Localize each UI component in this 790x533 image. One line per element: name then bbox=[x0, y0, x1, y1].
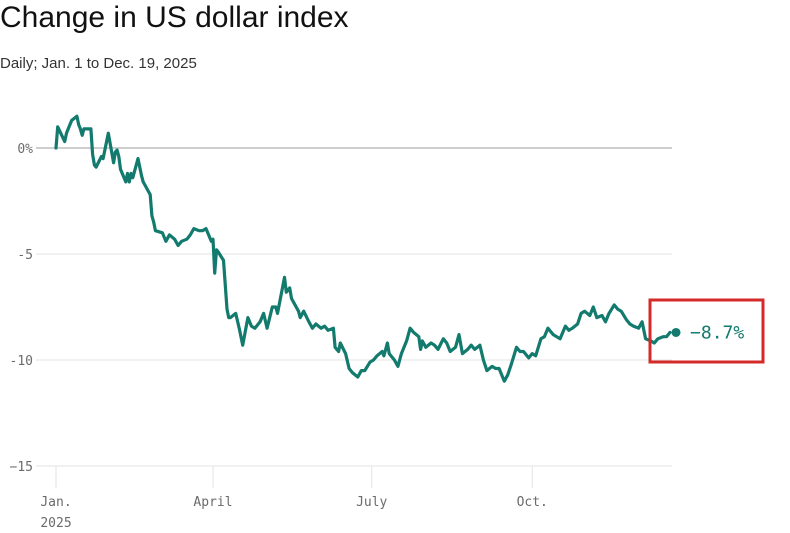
x-tick-label: Oct. bbox=[517, 495, 548, 510]
series-line-dollar-index bbox=[54, 114, 672, 383]
end-point-marker bbox=[671, 327, 681, 337]
chart-title: Change in US dollar index bbox=[0, 1, 349, 34]
y-tick-label: -10 bbox=[10, 354, 33, 369]
x-tick-label: Jan. bbox=[40, 495, 71, 510]
y-tick-label: −15 bbox=[10, 460, 33, 475]
y-tick-label: -5 bbox=[17, 248, 33, 263]
x-axis-ticks: Jan. 2025 April July Oct. bbox=[40, 466, 548, 531]
x-tick-sublabel: 2025 bbox=[40, 516, 71, 531]
chart-subtitle: Daily; Jan. 1 to Dec. 19, 2025 bbox=[0, 55, 197, 72]
y-axis-ticks: 0% -5 -10 −15 bbox=[10, 142, 34, 475]
end-value-highlight-box bbox=[648, 298, 765, 364]
x-tick-label: April bbox=[193, 495, 232, 510]
y-tick-label: 0% bbox=[17, 142, 33, 157]
end-value-label: −8.7% bbox=[690, 322, 744, 343]
gridlines bbox=[36, 147, 672, 467]
x-tick-label: July bbox=[356, 495, 387, 510]
